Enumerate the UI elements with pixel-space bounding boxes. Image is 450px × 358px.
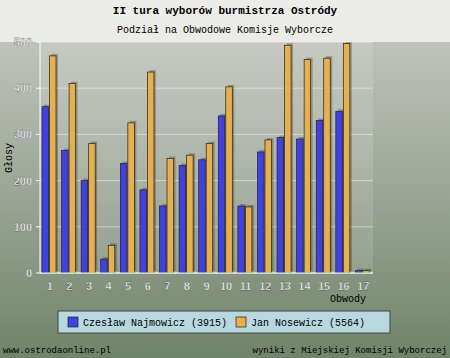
- bar: [147, 72, 154, 273]
- subtitle: Podział na Obwodowe Komisje Wyborcze: [117, 25, 333, 36]
- bar: [206, 144, 213, 273]
- y-tick-label: 0: [26, 267, 32, 279]
- y-axis: [40, 42, 41, 273]
- x-axis-label: Obwody: [330, 294, 366, 305]
- bar: [218, 116, 225, 273]
- background: [0, 0, 450, 358]
- header-band: [0, 0, 450, 42]
- bar: [277, 138, 284, 273]
- x-tick-label: 7: [164, 280, 170, 292]
- tick: [36, 273, 40, 274]
- legend-swatch: [236, 317, 246, 327]
- y-tick-label: 400: [14, 82, 32, 94]
- bar: [50, 56, 57, 273]
- x-tick-label: 15: [318, 280, 330, 292]
- y-axis-label: Głosy: [4, 143, 15, 173]
- bar: [336, 111, 343, 273]
- tick: [36, 180, 40, 181]
- bar: [285, 45, 292, 273]
- bar: [108, 245, 115, 273]
- x-tick-label: 8: [184, 280, 190, 292]
- x-tick-label: 17: [357, 280, 369, 292]
- legend-label: Czesław Najmowicz (3915): [83, 318, 227, 329]
- footer-left: www.ostrodaonline.pl: [3, 346, 111, 356]
- bar: [167, 158, 174, 273]
- grid-line: [40, 42, 373, 43]
- x-tick-label: 12: [259, 280, 271, 292]
- x-tick-label: 4: [105, 280, 112, 292]
- bar: [179, 165, 186, 273]
- bar: [238, 206, 245, 273]
- x-tick-label: 11: [240, 280, 252, 292]
- bar: [89, 144, 96, 273]
- bar: [245, 207, 252, 273]
- bar: [226, 87, 233, 273]
- x-axis: [40, 273, 373, 274]
- bar: [120, 164, 127, 273]
- bar: [304, 60, 311, 273]
- bar: [265, 140, 272, 273]
- x-tick-label: 16: [337, 280, 349, 292]
- bar: [140, 190, 147, 273]
- bars: [42, 42, 371, 273]
- bar: [257, 152, 264, 273]
- bar: [343, 43, 350, 273]
- y-tick-label: 300: [14, 128, 32, 140]
- bar: [81, 181, 88, 273]
- x-tick-label: 5: [125, 280, 131, 292]
- bar: [62, 151, 69, 273]
- x-tick-label: 1: [47, 280, 53, 292]
- grid-line: [40, 88, 373, 89]
- bar: [101, 259, 108, 273]
- bar: [324, 58, 331, 273]
- bar: [316, 121, 323, 273]
- bar: [187, 155, 194, 273]
- bar: [128, 123, 134, 273]
- tick: [36, 134, 40, 135]
- chart: II tura wyborów burmistrza Ostródy Podzia…: [0, 0, 450, 358]
- y-tick-label: 100: [14, 221, 32, 233]
- tick: [36, 226, 40, 227]
- grid-line: [40, 273, 373, 274]
- bar: [160, 206, 167, 273]
- x-tick-label: 9: [203, 280, 209, 292]
- legend-box: [58, 311, 390, 333]
- plot-area: [40, 42, 373, 273]
- x-tick-label: 14: [298, 280, 311, 292]
- y-tick-label: 500: [14, 36, 32, 48]
- tick: [36, 88, 40, 89]
- x-tick-label: 3: [86, 280, 92, 292]
- title: II tura wyborów burmistrza Ostródy: [113, 5, 338, 17]
- bar: [69, 84, 76, 273]
- y-tick-label: 200: [14, 175, 32, 187]
- tick: [36, 42, 40, 43]
- legend-label: Jan Nosewicz (5564): [251, 318, 365, 329]
- bar: [297, 139, 304, 273]
- x-tick-label: 2: [66, 280, 72, 292]
- footer-right: wyniki z Miejskiej Komisji Wyborczej: [253, 346, 447, 356]
- x-tick-label: 6: [145, 280, 151, 292]
- bar: [199, 160, 206, 273]
- bar: [42, 107, 49, 273]
- x-tick-label: 10: [220, 280, 232, 292]
- legend-swatch: [68, 317, 78, 327]
- x-tick-label: 13: [279, 280, 291, 292]
